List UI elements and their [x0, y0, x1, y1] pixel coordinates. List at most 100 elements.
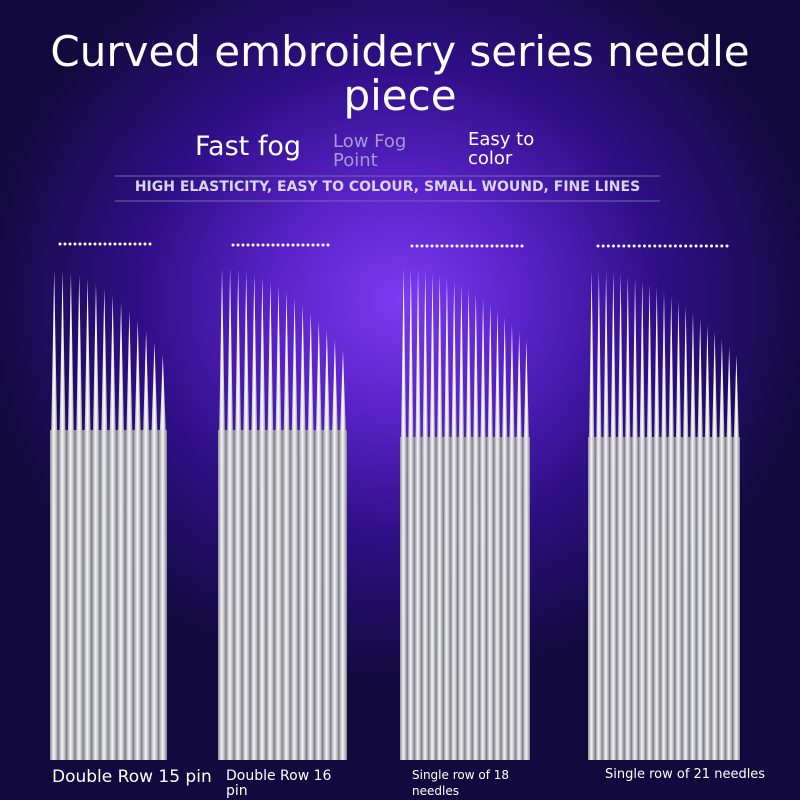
- needle: [639, 280, 645, 437]
- needle: [429, 271, 436, 437]
- needle-shaft: [158, 430, 167, 760]
- needle-shaft: [674, 437, 683, 760]
- needle: [675, 300, 682, 437]
- needle: [76, 274, 83, 430]
- dot: [88, 242, 92, 246]
- dot: [648, 244, 652, 248]
- needle: [516, 331, 522, 437]
- needle: [444, 276, 450, 437]
- needle-shaft: [616, 437, 625, 760]
- needle-shaft: [322, 430, 331, 760]
- needle: [654, 287, 660, 437]
- needle: [466, 288, 472, 437]
- needle-shaft: [250, 430, 259, 760]
- dot: [653, 244, 657, 248]
- needle: [704, 324, 710, 437]
- needle: [315, 320, 322, 430]
- needle-shaft: [330, 430, 339, 760]
- needle-shaft: [314, 430, 323, 760]
- needle: [487, 303, 493, 437]
- dot: [715, 244, 719, 248]
- dot: [68, 242, 72, 246]
- dot: [281, 243, 285, 247]
- needle: [219, 268, 225, 430]
- dot: [128, 242, 132, 246]
- needle: [509, 324, 515, 437]
- needle: [632, 277, 638, 437]
- needle: [618, 273, 624, 437]
- needle: [494, 310, 501, 437]
- dot: [520, 244, 524, 248]
- needle-shaft: [493, 437, 502, 760]
- needle: [668, 295, 674, 437]
- needle-shaft: [682, 437, 690, 760]
- dot: [627, 244, 631, 248]
- needle-shaft: [298, 430, 307, 760]
- dot: [108, 242, 112, 246]
- dot: [642, 244, 646, 248]
- needle: [251, 273, 258, 430]
- dot: [490, 244, 494, 248]
- needle: [437, 274, 443, 437]
- dot: [606, 244, 610, 248]
- needle-shaft: [725, 437, 733, 760]
- dot: [425, 244, 429, 248]
- needle: [726, 346, 732, 437]
- needle-shaft: [443, 437, 451, 760]
- dot: [450, 244, 454, 248]
- product-label: Double Row 16 pin: [226, 768, 332, 799]
- feature: Low Fog Point: [333, 131, 407, 171]
- product-label: Single row of 21 needles: [605, 767, 766, 782]
- needle-shaft: [66, 430, 76, 760]
- dot: [658, 244, 662, 248]
- needle: [101, 288, 108, 430]
- dot: [684, 244, 688, 248]
- dot: [143, 242, 147, 246]
- needle: [661, 291, 667, 437]
- needle: [712, 331, 718, 437]
- dot: [725, 244, 729, 248]
- needle-shaft: [450, 437, 458, 760]
- dot: [663, 244, 667, 248]
- dot: [495, 244, 499, 248]
- needle: [267, 281, 274, 430]
- needle: [719, 338, 725, 437]
- dot: [93, 242, 97, 246]
- dot: [515, 244, 519, 248]
- needle: [422, 270, 428, 437]
- dot: [251, 243, 255, 247]
- product-label: Double Row 15 pin: [52, 767, 212, 787]
- dot: [138, 242, 142, 246]
- dot: [420, 244, 424, 248]
- dot: [617, 244, 621, 248]
- dot: [410, 244, 414, 248]
- dot: [58, 242, 62, 246]
- needle: [51, 270, 58, 430]
- needle-shaft: [75, 430, 84, 760]
- needle: [596, 270, 602, 437]
- dot: [103, 242, 107, 246]
- needle-shaft: [83, 430, 92, 760]
- needle: [126, 310, 133, 430]
- needle-shaft: [638, 437, 646, 760]
- dot: [500, 244, 504, 248]
- dot: [113, 242, 117, 246]
- dot: [480, 244, 484, 248]
- needle-shaft: [50, 430, 59, 760]
- dot: [321, 243, 325, 247]
- dot: [465, 244, 469, 248]
- dot: [668, 244, 672, 248]
- needle-shaft: [609, 437, 617, 760]
- dot: [470, 244, 474, 248]
- needle: [143, 330, 150, 430]
- needle-shaft: [595, 437, 603, 760]
- dot: [720, 244, 724, 248]
- needle-shaft: [274, 430, 283, 760]
- dot: [455, 244, 459, 248]
- needle: [151, 342, 158, 430]
- needle-shaft: [479, 437, 487, 760]
- needle-shaft: [338, 430, 347, 760]
- dot: [611, 244, 615, 248]
- needle: [227, 268, 233, 430]
- needle-shaft: [150, 430, 159, 760]
